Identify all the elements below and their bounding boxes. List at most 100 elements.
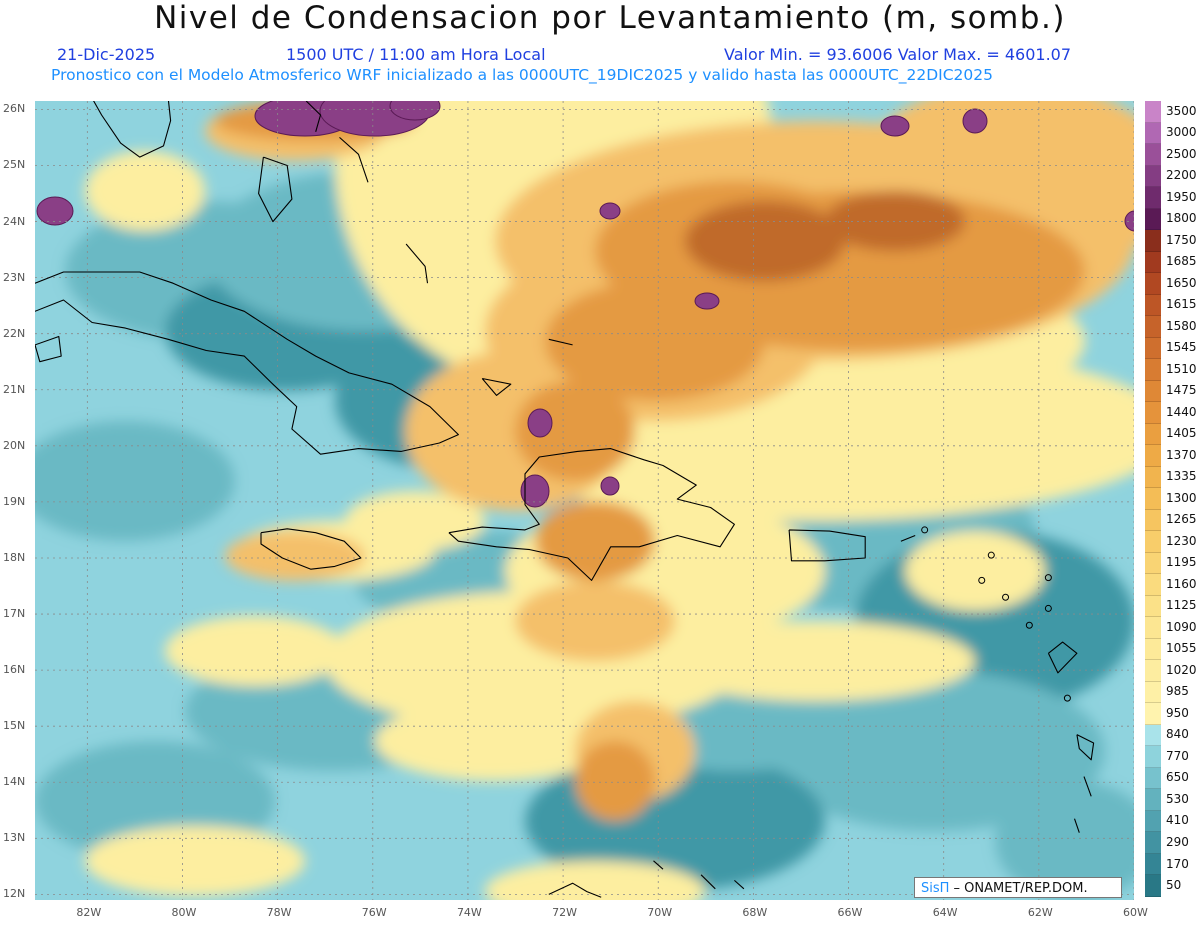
colorbar-level-label: 3000 [1166,125,1197,140]
colorbar-cell [1145,122,1161,144]
forecast-label: Pronostico con el Modelo Atmosferico WRF… [51,66,993,84]
colorbar-level-label: 3500 [1166,103,1197,118]
colorbar-cell [1145,552,1161,575]
colorbar-level-label: 1055 [1166,641,1197,656]
lat-label: 14N [3,775,26,789]
colorbar-level-label: 1950 [1166,189,1197,204]
lat-label: 26N [3,102,26,116]
colorbar-level-label: 1615 [1166,297,1197,312]
colorbar-cell [1145,853,1161,876]
colorbar-cell [1145,617,1161,639]
lon-label: 82W [76,906,102,919]
colorbar-cell [1145,165,1161,188]
colorbar-cell [1145,767,1161,790]
colorbar-level-label: 170 [1166,856,1189,871]
lat-label: 12N [3,887,26,901]
colorbar-cell [1145,144,1161,166]
lon-label: 76W [361,906,387,919]
colorbar-cell [1145,380,1161,403]
forecast-map [35,101,1134,900]
credit-org: – ONAMET/REP.DOM. [949,881,1088,896]
colorbar-level-label: 290 [1166,835,1189,849]
time-label: 1500 UTC / 11:00 am Hora Local [286,45,546,64]
lon-label: 72W [552,906,577,919]
colorbar-cell [1145,681,1161,704]
colorbar-cell [1145,574,1161,596]
date-label: 21-Dic-2025 [57,45,156,64]
lat-label: 15N [3,719,26,733]
credit-box: SisΠ – ONAMET/REP.DOM. [914,877,1122,898]
page-title: Nivel de Condensacion por Levantamiento … [154,0,1066,36]
colorbar-cell [1145,875,1161,897]
colorbar-cell [1145,187,1161,209]
colorbar-cell [1145,466,1161,489]
colorbar-level-label: 1685 [1166,254,1197,269]
colorbar-level-label: 1750 [1166,232,1197,247]
lat-label: 19N [3,494,26,508]
colorbar-cell [1145,230,1161,252]
graticule [35,101,1134,900]
lon-label: 64W [932,906,958,919]
lat-label: 18N [3,550,26,564]
lcl-field [35,101,1134,900]
colorbar-cell [1145,251,1161,274]
lat-label: 25N [3,158,26,172]
colorbar-level-label: 1020 [1166,662,1197,677]
colorbar-level-label: 950 [1166,705,1189,720]
colorbar-level-label: 1475 [1166,383,1197,398]
colorbar-level-label: 2200 [1166,168,1197,183]
colorbar-cell [1145,488,1161,510]
lat-label: 24N [3,214,26,228]
lon-label: 78W [266,906,292,919]
colorbar-level-label: 1265 [1166,512,1197,527]
colorbar-level-label: 985 [1166,684,1189,699]
colorbar-cell [1145,789,1161,811]
lon-label: 68W [742,906,768,919]
colorbar-cell [1145,402,1161,424]
colorbar-cell [1145,273,1161,295]
lat-label: 20N [3,438,26,452]
colorbar-level-label: 840 [1166,727,1189,742]
colorbar-level-label: 1195 [1166,555,1197,570]
lat-label: 17N [3,607,26,621]
colorbar-cell [1145,724,1161,747]
colorbar-level-label: 1800 [1166,211,1197,226]
map-panel[interactable] [35,101,1134,900]
lon-label: 66W [837,906,863,919]
colorbar-cell [1145,746,1161,768]
colorbar-cell [1145,509,1161,532]
min-max-label: Valor Min. = 93.6006 Valor Max. = 4601.0… [724,45,1072,64]
colorbar-level-label: 650 [1166,770,1189,785]
colorbar-cell [1145,703,1161,725]
colorbar-level-label: 1125 [1166,598,1197,613]
colorbar-level-label: 410 [1166,813,1189,828]
lon-label: 74W [456,906,482,919]
colorbar [1145,101,1161,900]
colorbar-level-label: 2500 [1166,146,1197,161]
lon-label: 70W [647,906,673,919]
colorbar-level-label: 1300 [1166,490,1197,505]
colorbar-level-label: 1160 [1166,576,1197,591]
colorbar-cell [1145,359,1161,381]
colorbar-level-label: 1370 [1166,447,1197,462]
colorbar-level-label: 1580 [1166,318,1197,333]
colorbar-cell [1145,660,1161,682]
lat-label: 21N [3,382,26,396]
colorbar-level-label: 1440 [1166,404,1197,419]
colorbar-level-label: 1545 [1166,340,1197,355]
lon-label: 62W [1027,906,1053,919]
colorbar-level-label: 1335 [1166,469,1197,484]
colorbar-level-label: 1230 [1166,533,1197,548]
colorbar-cell [1145,832,1161,854]
colorbar-level-label: 1090 [1166,619,1197,634]
colorbar-cell [1145,101,1161,123]
colorbar-cell [1145,595,1161,618]
colorbar-cell [1145,531,1161,553]
sispi-logo: SisΠ [921,881,950,896]
lat-label: 16N [3,663,26,677]
colorbar-level-label: 1405 [1166,426,1197,441]
colorbar-cell [1145,316,1161,338]
colorbar-cell [1145,445,1161,467]
colorbar-cell [1145,810,1161,833]
lat-label: 22N [3,326,26,340]
